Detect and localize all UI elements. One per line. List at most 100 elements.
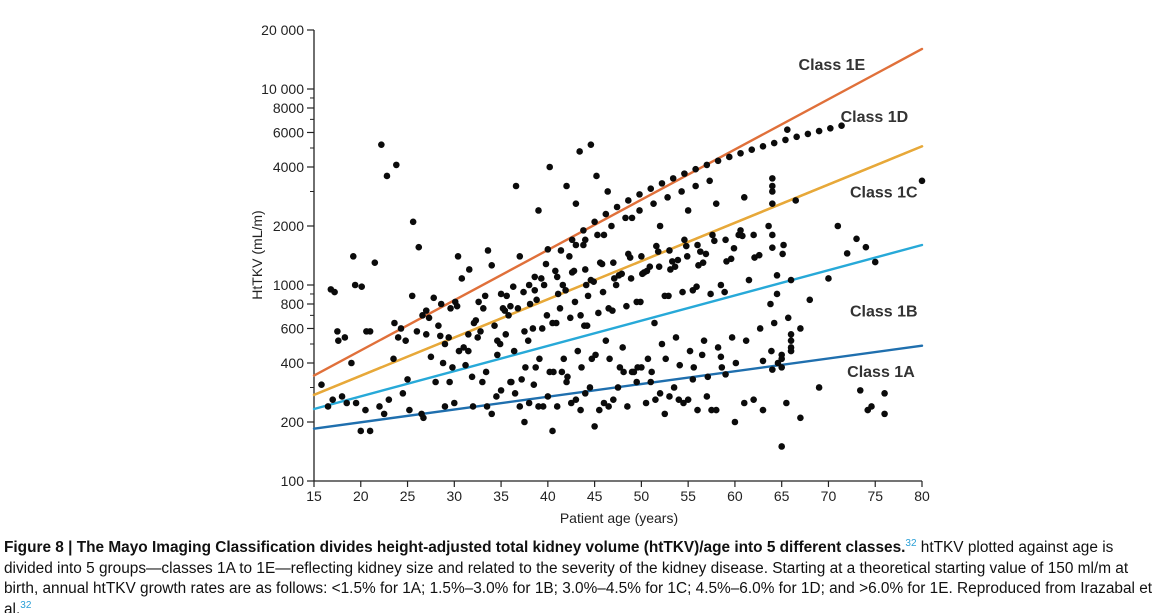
data-point — [784, 126, 791, 133]
data-point — [655, 263, 663, 270]
data-point — [622, 214, 629, 222]
data-point — [358, 283, 366, 291]
data-point — [656, 390, 664, 397]
data-point — [623, 302, 630, 310]
data-point — [690, 364, 698, 371]
data-point — [647, 378, 655, 386]
data-point — [568, 236, 576, 244]
data-point — [605, 305, 612, 312]
data-point — [787, 331, 795, 338]
data-point — [535, 403, 542, 410]
data-point — [612, 281, 620, 289]
data-point — [553, 403, 561, 410]
data-point — [455, 347, 463, 355]
data-point — [533, 296, 540, 304]
data-point — [712, 406, 720, 414]
data-point — [714, 344, 722, 351]
data-point — [727, 255, 735, 263]
data-point — [675, 396, 683, 403]
data-point — [469, 403, 477, 410]
data-point — [542, 260, 550, 268]
data-point — [604, 188, 612, 195]
data-point — [559, 281, 567, 289]
data-point — [717, 281, 725, 289]
data-point — [689, 286, 697, 294]
data-point — [679, 288, 686, 296]
data-point — [481, 292, 489, 300]
data-point — [825, 275, 832, 282]
data-point — [600, 399, 608, 407]
data-point — [335, 337, 342, 344]
data-point — [447, 305, 454, 312]
y-tick-label: 100 — [281, 473, 305, 489]
data-point — [779, 250, 786, 258]
data-point — [453, 302, 461, 310]
data-point — [815, 127, 823, 135]
data-point — [614, 384, 622, 391]
data-point — [595, 309, 602, 317]
data-point — [580, 227, 587, 234]
data-point — [488, 262, 496, 269]
axes: 15 20 25 30 35 40 45 50 55 60 65 70 75 80 100 200 400 600… — [261, 22, 930, 504]
data-point — [636, 191, 643, 198]
figure-caption-body: htTKV plotted against age is divided int… — [4, 539, 1153, 613]
data-point — [664, 194, 671, 201]
class-label-3: Class 1C — [850, 184, 918, 201]
data-point — [341, 334, 349, 341]
data-point — [717, 353, 725, 361]
data-point — [644, 355, 652, 363]
data-point — [535, 207, 542, 214]
data-point — [587, 141, 595, 148]
data-point — [792, 197, 800, 204]
data-point — [605, 403, 612, 410]
data-point — [674, 256, 682, 264]
x-tick-label: 65 — [774, 488, 790, 504]
data-point — [477, 328, 484, 335]
data-point — [349, 253, 357, 260]
data-point — [606, 355, 613, 363]
class-label-5: Class 1A — [847, 364, 915, 381]
data-point — [643, 267, 651, 275]
x-tick-label: 75 — [867, 488, 883, 504]
data-point — [560, 355, 568, 363]
data-point — [420, 414, 427, 422]
data-point — [598, 260, 606, 268]
data-point — [525, 399, 533, 407]
x-tick-label: 30 — [447, 488, 463, 504]
data-point — [759, 406, 767, 414]
data-point — [759, 143, 767, 150]
data-point — [721, 288, 728, 296]
data-point — [778, 364, 785, 371]
data-point — [318, 381, 325, 388]
reference-superscript: 32 — [905, 538, 917, 549]
data-point — [514, 305, 522, 312]
data-point — [600, 231, 608, 239]
data-point — [529, 325, 537, 332]
data-point — [510, 347, 518, 355]
data-point — [862, 243, 870, 251]
data-point — [570, 267, 578, 275]
data-point — [692, 165, 699, 173]
data-point — [662, 355, 670, 363]
data-point — [507, 302, 514, 310]
data-point — [694, 406, 701, 414]
data-point — [708, 406, 715, 414]
data-point — [557, 247, 565, 254]
data-point — [737, 149, 744, 157]
data-point — [385, 396, 393, 403]
data-point — [482, 368, 490, 376]
x-tick-label: 25 — [400, 488, 416, 504]
figure-caption: Figure 8 | The Mayo Imaging Classificati… — [4, 538, 1154, 613]
class-lines — [312, 47, 924, 430]
data-point — [651, 319, 658, 327]
data-point — [446, 378, 453, 386]
data-point — [658, 340, 666, 348]
data-point — [511, 390, 519, 397]
data-point — [706, 177, 713, 185]
data-point — [488, 410, 496, 418]
data-point — [539, 403, 547, 410]
data-point — [552, 267, 559, 275]
data-point — [404, 376, 411, 383]
data-point — [415, 243, 423, 251]
data-point — [376, 403, 383, 410]
